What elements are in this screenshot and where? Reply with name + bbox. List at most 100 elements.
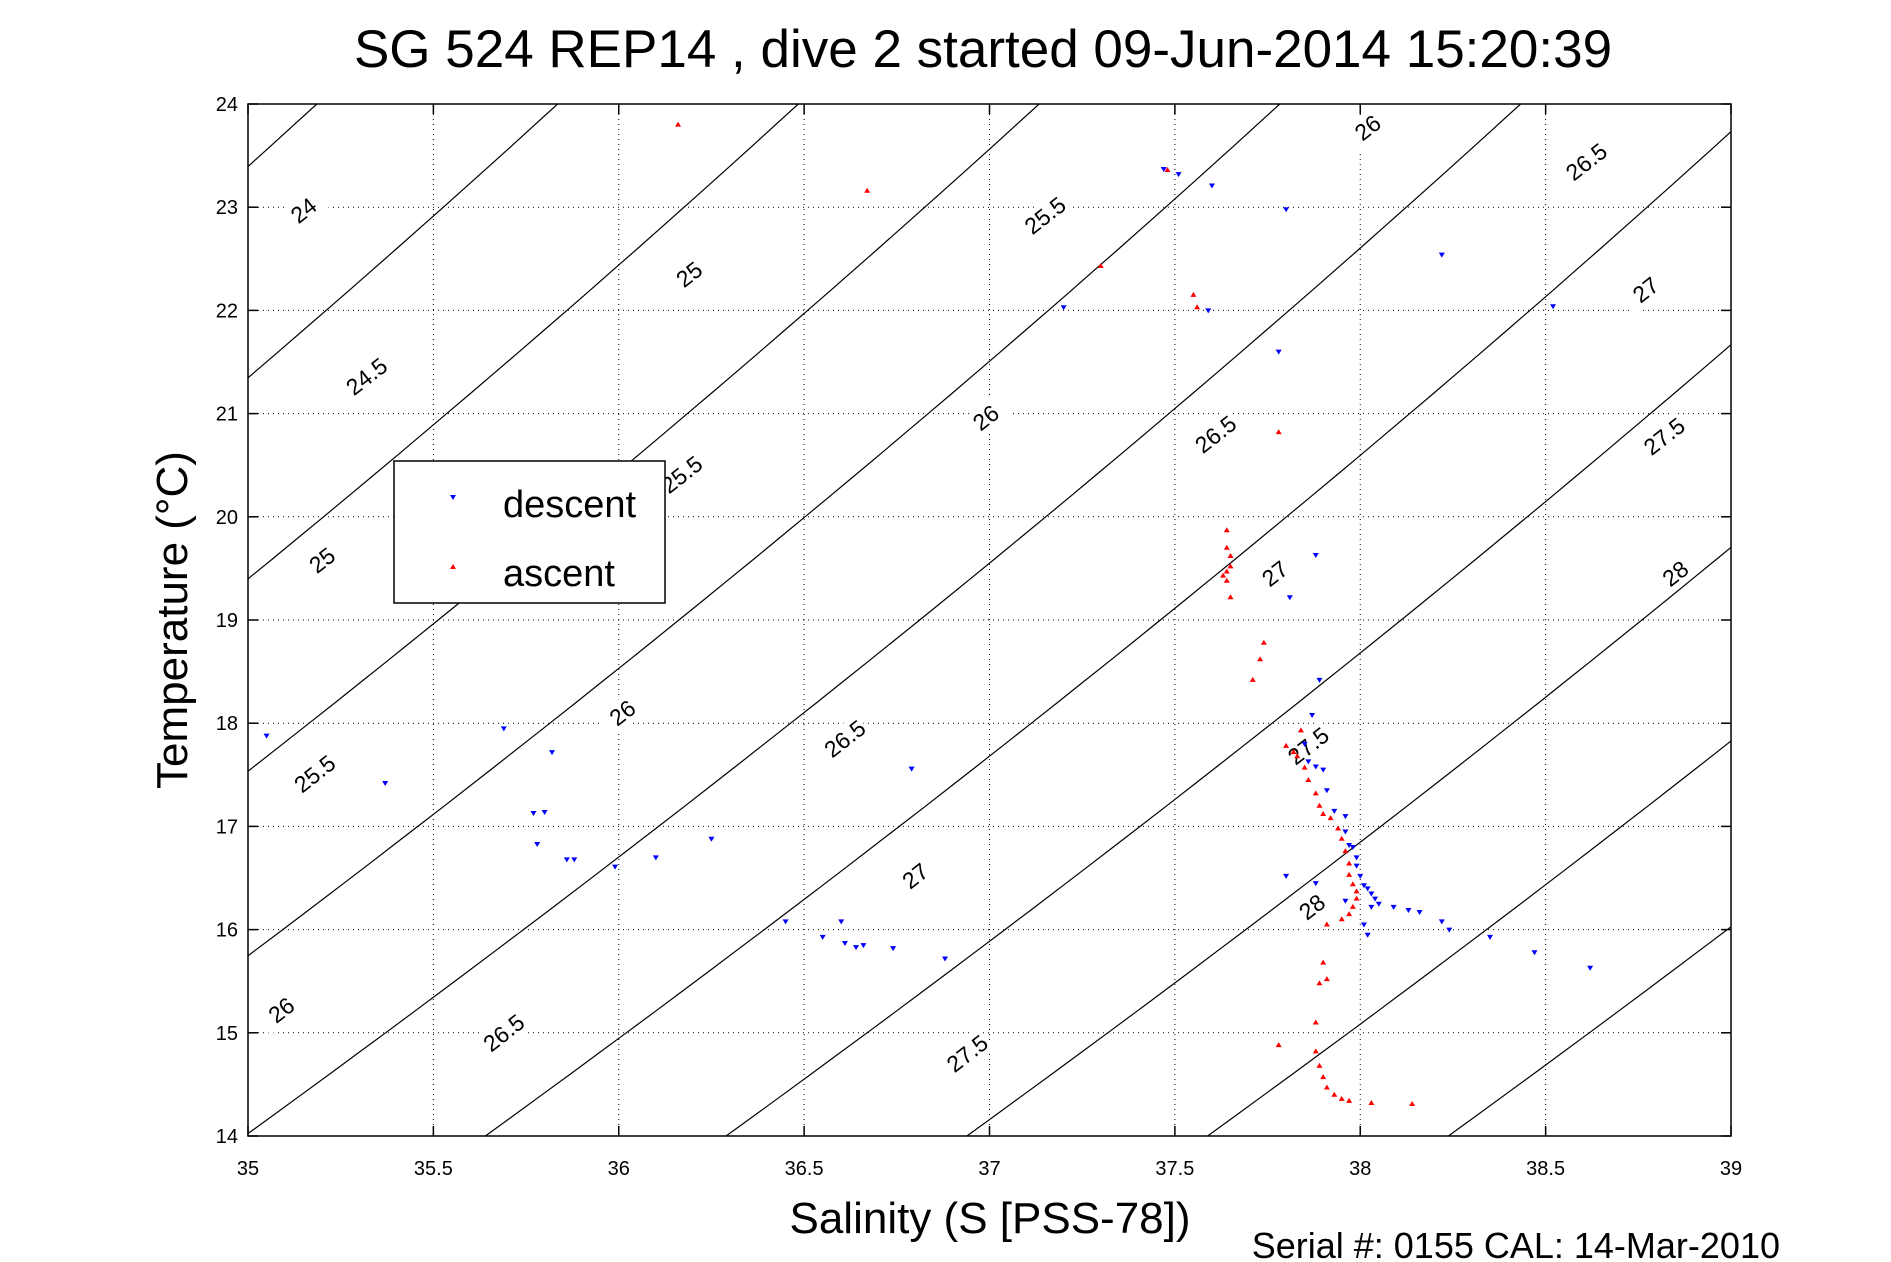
isopycnal-label-bg bbox=[1188, 409, 1243, 460]
descent-point bbox=[541, 809, 548, 815]
isopycnal-label-bg bbox=[339, 351, 394, 402]
ascent-point bbox=[1223, 527, 1230, 533]
descent-point bbox=[1283, 207, 1290, 213]
ascent-point bbox=[1301, 764, 1308, 770]
y-tick-label: 14 bbox=[216, 1126, 238, 1148]
descent-point bbox=[1312, 881, 1319, 887]
isopycnal-label-bg bbox=[287, 748, 342, 799]
ascent-point bbox=[1312, 1048, 1319, 1054]
isopycnal-line bbox=[484, 130, 1731, 1136]
x-tick-label: 38 bbox=[1349, 1158, 1371, 1180]
y-tick-label: 18 bbox=[216, 713, 238, 735]
ascent-point bbox=[1223, 544, 1230, 550]
ascent-point bbox=[1409, 1101, 1416, 1107]
descent-point bbox=[1587, 965, 1594, 971]
descent-point bbox=[819, 934, 826, 940]
legend-descent-marker bbox=[450, 495, 456, 500]
isopycnal-label: 27.5 bbox=[1639, 412, 1690, 460]
descent-point bbox=[860, 943, 867, 949]
ascent-point bbox=[1338, 835, 1345, 841]
descent-point bbox=[500, 726, 507, 732]
isopycnal-label: 26.5 bbox=[1190, 410, 1241, 458]
descent-point bbox=[1323, 788, 1330, 794]
descent-point bbox=[1438, 252, 1445, 258]
x-tick-label: 39 bbox=[1720, 1158, 1742, 1180]
descent-point bbox=[1208, 183, 1215, 189]
isopycnal-label-bg bbox=[1018, 190, 1073, 241]
ascent-point bbox=[1342, 848, 1349, 854]
descent-point bbox=[1060, 305, 1067, 311]
isopycnal-line bbox=[248, 104, 800, 580]
ascent-point bbox=[1097, 263, 1104, 269]
isopycnal-line bbox=[248, 104, 1281, 957]
descent-point bbox=[1405, 907, 1412, 913]
ascent-point bbox=[1316, 980, 1323, 986]
descent-point bbox=[708, 836, 715, 842]
isopycnal-label-bg bbox=[1648, 548, 1703, 599]
isopycnal-label-bg bbox=[958, 392, 1013, 443]
ascent-point bbox=[1260, 639, 1267, 645]
isopycnal-label-bg bbox=[654, 449, 709, 500]
descent-point bbox=[1305, 759, 1312, 765]
isopycnal-label-bg bbox=[1618, 264, 1673, 315]
descent-point bbox=[838, 919, 845, 925]
ascent-point bbox=[1335, 825, 1342, 831]
y-tick-label: 16 bbox=[216, 920, 238, 942]
descent-point bbox=[612, 864, 619, 870]
isopycnal-label: 26.5 bbox=[478, 1009, 529, 1057]
ascent-point bbox=[1349, 903, 1356, 909]
descent-point bbox=[1364, 886, 1371, 892]
y-tick-labels: 14 15 16 17 18 19 20 21 22 23 24 bbox=[216, 94, 238, 1148]
descent-point bbox=[841, 941, 848, 947]
descent-point bbox=[1531, 950, 1538, 956]
ascent-point bbox=[1190, 291, 1197, 297]
ascent-point bbox=[1223, 568, 1230, 574]
isopycnal-label-bg bbox=[817, 713, 872, 764]
descent-point bbox=[549, 750, 556, 756]
legend-descent-label: descent bbox=[503, 484, 637, 526]
isopycnal-label-bg bbox=[1637, 411, 1692, 462]
ascent-point bbox=[1312, 1019, 1319, 1025]
x-tick-label: 35.5 bbox=[414, 1158, 453, 1180]
x-tick-label: 38.5 bbox=[1526, 1158, 1565, 1180]
descent-point bbox=[1283, 873, 1290, 879]
ascent-point bbox=[1164, 167, 1171, 173]
descent-point bbox=[1286, 595, 1293, 601]
ascent-point bbox=[1331, 1091, 1338, 1097]
descent-point bbox=[1353, 863, 1360, 869]
descent-point bbox=[1160, 167, 1167, 173]
descent-point bbox=[1312, 552, 1319, 558]
ascent-point bbox=[1346, 1097, 1353, 1103]
ascent-point bbox=[1297, 727, 1304, 733]
ascent-point bbox=[1220, 572, 1227, 578]
descent-point bbox=[1550, 304, 1557, 310]
descent-point bbox=[1175, 172, 1182, 178]
ascent-point bbox=[1290, 749, 1297, 755]
ascent-point bbox=[1312, 790, 1319, 796]
x-tick-label: 36.5 bbox=[785, 1158, 824, 1180]
descent-point bbox=[263, 733, 270, 739]
isopycnal-line bbox=[248, 104, 559, 379]
x-tick-label: 36 bbox=[608, 1158, 630, 1180]
y-tick-label: 19 bbox=[216, 610, 238, 632]
descent-point bbox=[1360, 922, 1367, 928]
isopycnal-label-bg bbox=[662, 249, 717, 300]
isopycnal-label-bg bbox=[276, 185, 331, 236]
isopycnal-label-bg bbox=[940, 1028, 995, 1079]
ascent-point bbox=[1283, 742, 1290, 748]
ascent-point bbox=[1327, 815, 1334, 821]
descent-point bbox=[563, 857, 570, 863]
serial-cal-footer: Serial #: 0155 CAL: 14-Mar-2010 bbox=[1252, 1225, 1780, 1262]
isopycnal-line bbox=[1447, 926, 1731, 1136]
descent-point bbox=[652, 855, 659, 861]
descent-point bbox=[571, 857, 578, 863]
ascent-point bbox=[1320, 811, 1327, 817]
ascent-point bbox=[1353, 895, 1360, 901]
data-points bbox=[263, 121, 1594, 1107]
ascent-point bbox=[1338, 916, 1345, 922]
descent-point bbox=[1309, 712, 1316, 718]
x-tick-labels: 35 35.5 36 36.5 37 37.5 38 38.5 39 bbox=[237, 1158, 1742, 1180]
descent-point bbox=[1372, 896, 1379, 902]
isopycnal-label-bg bbox=[1340, 102, 1395, 153]
